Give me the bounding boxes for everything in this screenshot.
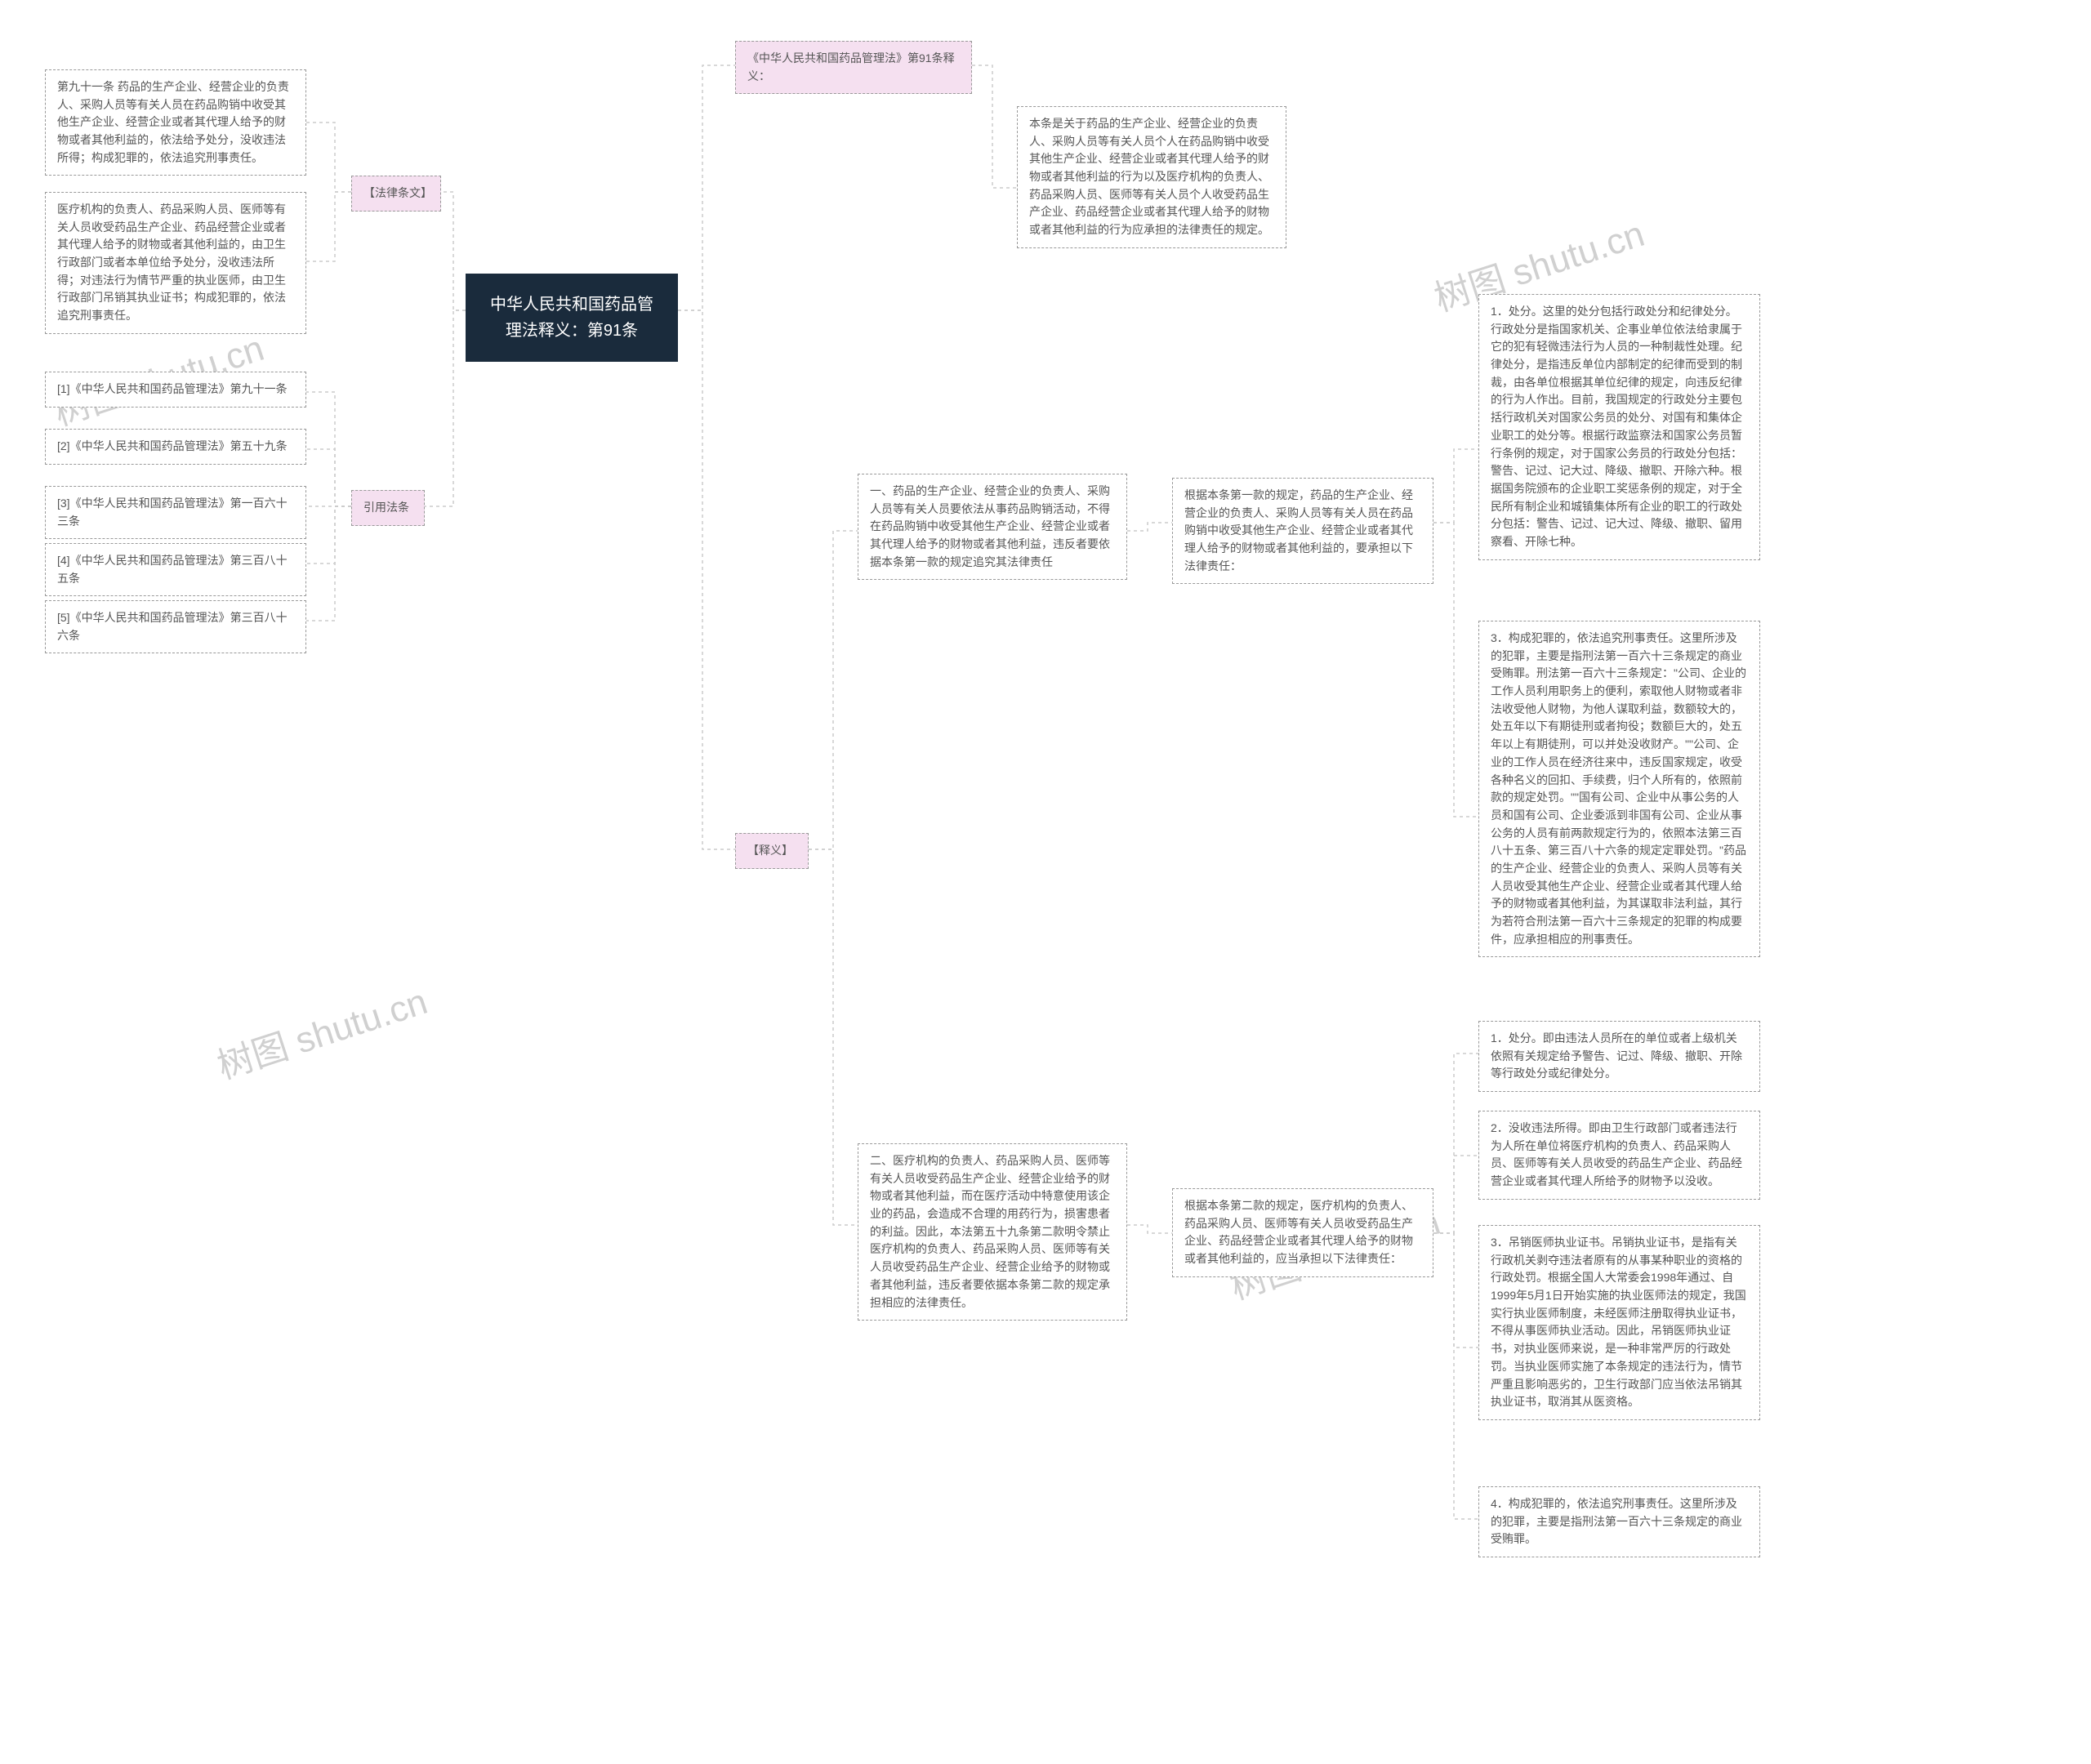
cite-4: [4]《中华人民共和国药品管理法》第三百八十五条 [45,543,306,596]
node-text: 一、药品的生产企业、经营企业的负责人、采购人员等有关人员要依法从事药品购销活动，… [870,484,1110,568]
branch2-item-3: 3．吊销医师执业证书。吊销执业证书，是指有关行政机关剥夺违法者原有的从事某种职业… [1478,1225,1760,1420]
node-text: [3]《中华人民共和国药品管理法》第一百六十三条 [57,497,288,528]
branch1-item-2: 3．构成犯罪的，依法追究刑事责任。这里所涉及的犯罪，主要是指刑法第一百六十三条规… [1478,621,1760,957]
section-law-text: 【法律条文】 [351,176,441,212]
node-text: 根据本条第二款的规定，医疗机构的负责人、药品采购人员、医师等有关人员收受药品生产… [1184,1199,1413,1265]
root-node: 中华人民共和国药品管理法释义：第91条 [466,274,678,362]
node-text: 2．没收违法所得。即由卫生行政部门或者违法行为人所在单位将医疗机构的负责人、药品… [1491,1121,1742,1187]
branch2-label: 二、医疗机构的负责人、药品采购人员、医师等有关人员收受药品生产企业、经营企业给予… [858,1143,1127,1321]
node-text: 3．吊销医师执业证书。吊销执业证书，是指有关行政机关剥夺违法者原有的从事某种职业… [1491,1236,1746,1408]
section-label: 【释义】 [747,844,793,857]
branch1-child-label: 根据本条第一款的规定，药品的生产企业、经营企业的负责人、采购人员等有关人员在药品… [1172,478,1433,584]
cite-5: [5]《中华人民共和国药品管理法》第三百八十六条 [45,600,306,653]
node-text: 3．构成犯罪的，依法追究刑事责任。这里所涉及的犯罪，主要是指刑法第一百六十三条规… [1491,631,1746,946]
node-text: 1．处分。即由违法人员所在的单位或者上级机关依照有关规定给予警告、记过、降级、撤… [1491,1031,1742,1080]
node-text: 《中华人民共和国药品管理法》第91条释义： [747,51,955,82]
law-text-b: 医疗机构的负责人、药品采购人员、医师等有关人员收受药品生产企业、药品经营企业或者… [45,192,306,334]
node-text: 医疗机构的负责人、药品采购人员、医师等有关人员收受药品生产企业、药品经营企业或者… [57,203,286,322]
node-text: 1．处分。这里的处分包括行政处分和纪律处分。行政处分是指国家机关、企事业单位依法… [1491,305,1742,548]
root-label: 中华人民共和国药品管理法释义：第91条 [490,296,653,340]
law-text-a: 第九十一条 药品的生产企业、经营企业的负责人、采购人员等有关人员在药品购销中收受… [45,69,306,176]
cite-3: [3]《中华人民共和国药品管理法》第一百六十三条 [45,486,306,539]
section-label: 引用法条 [363,501,409,514]
top-interpretation-body: 本条是关于药品的生产企业、经营企业的负责人、采购人员等有关人员个人在药品购销中收… [1017,106,1286,248]
node-text: 根据本条第一款的规定，药品的生产企业、经营企业的负责人、采购人员等有关人员在药品… [1184,488,1413,572]
node-text: 4．构成犯罪的，依法追究刑事责任。这里所涉及的犯罪，主要是指刑法第一百六十三条规… [1491,1497,1742,1545]
node-text: 第九十一条 药品的生产企业、经营企业的负责人、采购人员等有关人员在药品购销中收受… [57,80,289,164]
node-text: [5]《中华人民共和国药品管理法》第三百八十六条 [57,611,288,642]
node-text: 本条是关于药品的生产企业、经营企业的负责人、采购人员等有关人员个人在药品购销中收… [1029,117,1269,236]
branch2-item-2: 2．没收违法所得。即由卫生行政部门或者违法行为人所在单位将医疗机构的负责人、药品… [1478,1111,1760,1200]
node-text: [2]《中华人民共和国药品管理法》第五十九条 [57,439,288,452]
node-text: [1]《中华人民共和国药品管理法》第九十一条 [57,382,288,395]
cite-2: [2]《中华人民共和国药品管理法》第五十九条 [45,429,306,465]
branch2-child-label: 根据本条第二款的规定，医疗机构的负责人、药品采购人员、医师等有关人员收受药品生产… [1172,1188,1433,1277]
branch2-item-4: 4．构成犯罪的，依法追究刑事责任。这里所涉及的犯罪，主要是指刑法第一百六十三条规… [1478,1486,1760,1557]
branch1-item-1: 1．处分。这里的处分包括行政处分和纪律处分。行政处分是指国家机关、企事业单位依法… [1478,294,1760,560]
cite-1: [1]《中华人民共和国药品管理法》第九十一条 [45,372,306,408]
section-interpretation: 【释义】 [735,833,809,869]
branch1-label: 一、药品的生产企业、经营企业的负责人、采购人员等有关人员要依法从事药品购销活动，… [858,474,1127,580]
top-interpretation-title: 《中华人民共和国药品管理法》第91条释义： [735,41,972,94]
node-text: [4]《中华人民共和国药品管理法》第三百八十五条 [57,554,288,585]
section-cited-law: 引用法条 [351,490,425,526]
connector-lines [0,0,2091,1764]
section-label: 【法律条文】 [363,186,432,199]
node-text: 二、医疗机构的负责人、药品采购人员、医师等有关人员收受药品生产企业、经营企业给予… [870,1154,1110,1309]
branch2-item-1: 1．处分。即由违法人员所在的单位或者上级机关依照有关规定给予警告、记过、降级、撤… [1478,1021,1760,1092]
